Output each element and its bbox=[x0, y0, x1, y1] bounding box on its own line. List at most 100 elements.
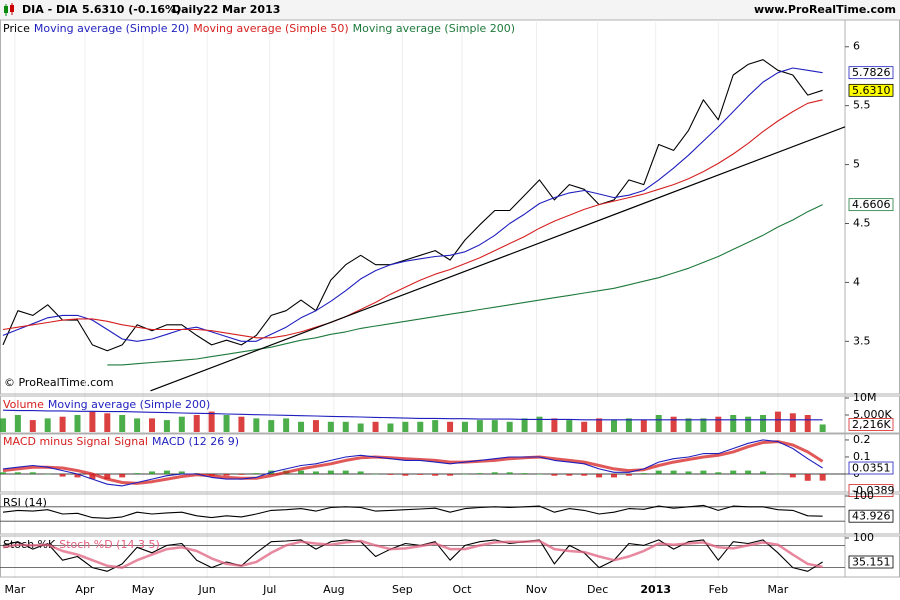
value-label: 5.7826 bbox=[852, 66, 891, 79]
bar bbox=[74, 415, 81, 432]
bar bbox=[715, 472, 722, 474]
bar bbox=[14, 472, 21, 474]
bar bbox=[372, 421, 379, 432]
bar bbox=[387, 473, 394, 475]
bar bbox=[521, 418, 528, 432]
y-tick-label: 5.000K bbox=[853, 408, 892, 421]
bar bbox=[447, 421, 454, 432]
bar bbox=[104, 473, 111, 480]
bar bbox=[670, 470, 677, 474]
bar bbox=[134, 473, 141, 474]
bar bbox=[149, 471, 156, 474]
bar bbox=[193, 415, 200, 432]
y-tick-label: 0.1 bbox=[853, 450, 871, 463]
bar bbox=[163, 470, 170, 474]
bar bbox=[223, 473, 230, 476]
series-line bbox=[2, 439, 823, 487]
x-tick-label: Oct bbox=[452, 583, 472, 596]
series-line bbox=[107, 204, 823, 366]
bar bbox=[402, 473, 409, 476]
bar bbox=[59, 473, 66, 477]
value-label: 5.6310 bbox=[852, 84, 891, 97]
app-icon bbox=[4, 3, 14, 16]
y-tick-label: 10M bbox=[853, 391, 877, 404]
y-tick-label: 6 bbox=[853, 40, 860, 53]
series-line bbox=[2, 99, 823, 339]
legend: Price Moving average (Simple 20) Moving av… bbox=[3, 22, 515, 35]
y-tick-label: 3.5 bbox=[853, 334, 871, 347]
bar bbox=[536, 473, 543, 475]
bar bbox=[506, 472, 513, 474]
bar bbox=[119, 415, 126, 432]
value-label: 35.151 bbox=[852, 555, 891, 568]
bar bbox=[298, 421, 305, 432]
legend-entry: Moving average (Simple 50) bbox=[193, 22, 348, 35]
period: Daily bbox=[172, 3, 203, 16]
bar bbox=[670, 416, 677, 432]
bar bbox=[551, 473, 558, 476]
x-tick-label: 2013 bbox=[640, 583, 671, 596]
bar bbox=[74, 473, 81, 478]
value-box bbox=[848, 66, 894, 80]
bar bbox=[581, 421, 588, 432]
bar bbox=[566, 473, 573, 476]
bar bbox=[208, 411, 215, 432]
bar bbox=[59, 416, 66, 432]
series-line bbox=[2, 539, 823, 569]
bar bbox=[149, 418, 156, 432]
bar bbox=[685, 471, 692, 474]
legend-entry: Stoch %D (14 3 5) bbox=[59, 538, 160, 551]
bar bbox=[461, 473, 468, 475]
bar bbox=[357, 471, 364, 474]
bar bbox=[44, 473, 51, 475]
bar bbox=[640, 420, 647, 432]
y-tick-label: 100 bbox=[853, 489, 874, 502]
legend-entry: Moving average (Simple 20) bbox=[34, 22, 189, 35]
bar bbox=[417, 473, 424, 475]
bar bbox=[223, 415, 230, 432]
bar bbox=[596, 473, 603, 478]
bar bbox=[134, 418, 141, 432]
quote: 5.6310 (-0.16%) bbox=[82, 3, 181, 16]
bar bbox=[655, 415, 662, 432]
legend: Volume Moving average (Simple 200) bbox=[3, 398, 210, 411]
bar bbox=[44, 418, 51, 432]
bar bbox=[253, 418, 260, 432]
watermark: © ProRealTime.com bbox=[4, 376, 114, 389]
bar bbox=[551, 418, 558, 432]
bar bbox=[29, 472, 36, 474]
series-line bbox=[2, 504, 823, 519]
bar bbox=[298, 470, 305, 474]
bar bbox=[387, 423, 394, 432]
bar bbox=[491, 420, 498, 432]
bar bbox=[89, 411, 96, 432]
bar bbox=[745, 470, 752, 474]
bar bbox=[655, 470, 662, 474]
x-tick-label: Mar bbox=[5, 583, 26, 596]
bar bbox=[476, 473, 483, 474]
legend-entry: Volume bbox=[3, 398, 44, 411]
value-box bbox=[848, 461, 894, 475]
bar bbox=[700, 418, 707, 432]
bar bbox=[29, 420, 36, 432]
x-tick-label: Apr bbox=[75, 583, 95, 596]
bar bbox=[461, 421, 468, 432]
trend-line bbox=[150, 126, 846, 392]
bar bbox=[312, 471, 319, 474]
bar bbox=[715, 416, 722, 432]
series-line bbox=[2, 67, 823, 342]
bar bbox=[342, 470, 349, 474]
x-tick-label: Jun bbox=[198, 583, 216, 596]
bar bbox=[521, 473, 528, 474]
bar bbox=[774, 411, 781, 432]
y-tick-label: 4 bbox=[853, 275, 860, 288]
legend-entry: Moving average (Simple 200) bbox=[48, 398, 210, 411]
bar bbox=[506, 421, 513, 432]
site: www.ProRealTime.com bbox=[754, 3, 896, 16]
bar bbox=[611, 420, 618, 432]
value-box bbox=[848, 418, 894, 431]
bar bbox=[432, 473, 439, 476]
bar bbox=[760, 415, 767, 432]
